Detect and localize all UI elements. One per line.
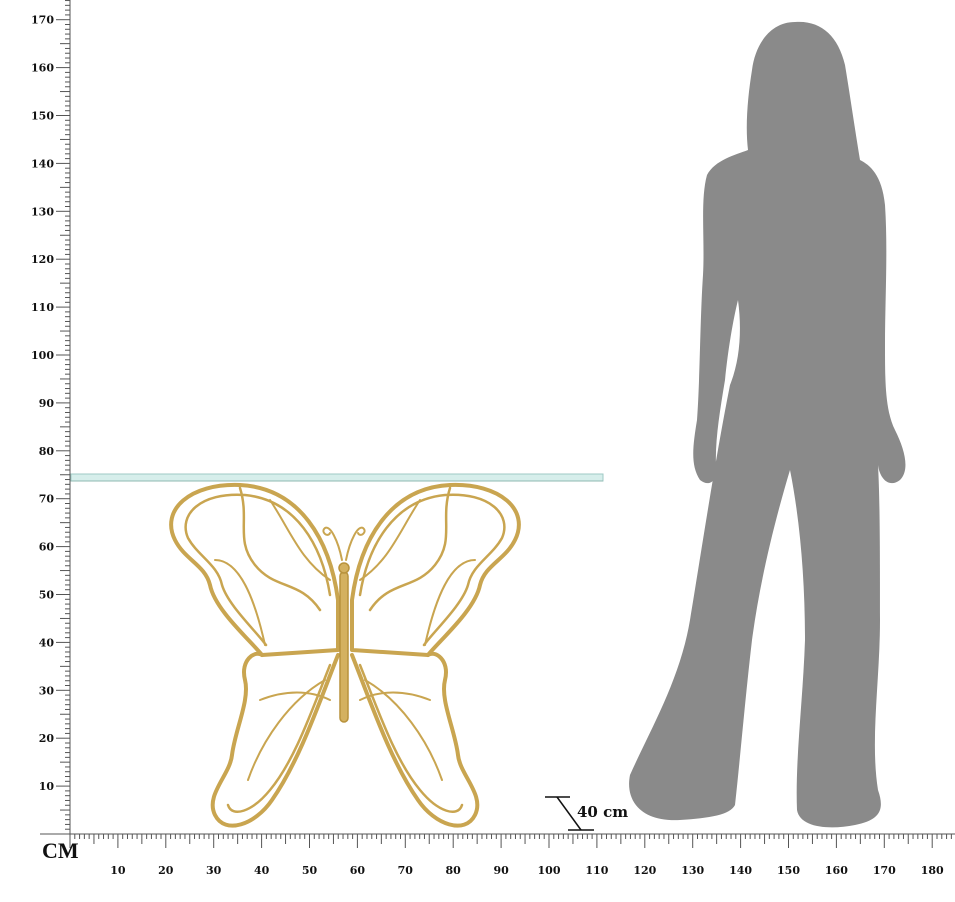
- horizontal-tick-label: 40: [254, 864, 270, 877]
- vertical-tick-label: 100: [31, 349, 54, 362]
- horizontal-tick-label: 80: [446, 864, 462, 877]
- horizontal-tick-label: 20: [158, 864, 174, 877]
- vertical-tick-label: 30: [39, 684, 55, 697]
- vertical-tick-label: 50: [39, 589, 55, 602]
- horizontal-tick-label: 30: [206, 864, 222, 877]
- vertical-tick-label: 150: [31, 110, 54, 123]
- depth-label: 40 cm: [577, 803, 628, 821]
- vertical-tick-label: 130: [31, 205, 54, 218]
- vertical-tick-label: 110: [31, 301, 54, 314]
- horizontal-tick-label: 180: [921, 864, 944, 877]
- horizontal-tick-label: 170: [873, 864, 896, 877]
- vertical-tick-label: 160: [31, 62, 54, 75]
- horizontal-tick-label: 140: [729, 864, 752, 877]
- vertical-tick-label: 120: [31, 253, 54, 266]
- glass-tabletop: [70, 473, 604, 482]
- vertical-tick-label: 80: [39, 445, 55, 458]
- vertical-tick-label: 10: [39, 780, 55, 793]
- horizontal-tick-label: 110: [585, 864, 608, 877]
- horizontal-ruler: 10 20 30 40 50 60 70 80 90 100 110 120 130 140 150 160 1…: [40, 833, 955, 877]
- vertical-tick-label: 20: [39, 732, 55, 745]
- vertical-tick-label: 170: [31, 14, 54, 27]
- vertical-tick-label: 140: [31, 157, 54, 170]
- human-silhouette: [629, 21, 906, 828]
- vertical-tick-label: 40: [39, 636, 55, 649]
- horizontal-tick-label: 90: [493, 864, 509, 877]
- vertical-tick-label: 90: [39, 397, 55, 410]
- horizontal-tick-label: 150: [777, 864, 800, 877]
- vertical-tick-label: 60: [39, 541, 55, 554]
- horizontal-tick-label: 10: [110, 864, 126, 877]
- depth-indicator: [545, 796, 594, 831]
- unit-label: CM: [42, 838, 79, 863]
- horizontal-tick-label: 120: [633, 864, 656, 877]
- horizontal-tick-label: 130: [681, 864, 704, 877]
- vertical-tick-label: 70: [39, 493, 55, 506]
- vertical-ruler: 10 20 30 40 50 60 70 80 90 100 110 120 130 140 150 160 1…: [31, 0, 71, 834]
- horizontal-tick-label: 100: [538, 864, 561, 877]
- horizontal-tick-label: 60: [350, 864, 366, 877]
- butterfly-frame: [169, 482, 521, 828]
- horizontal-tick-label: 70: [398, 864, 414, 877]
- horizontal-tick-label: 50: [302, 864, 318, 877]
- horizontal-tick-label: 160: [825, 864, 848, 877]
